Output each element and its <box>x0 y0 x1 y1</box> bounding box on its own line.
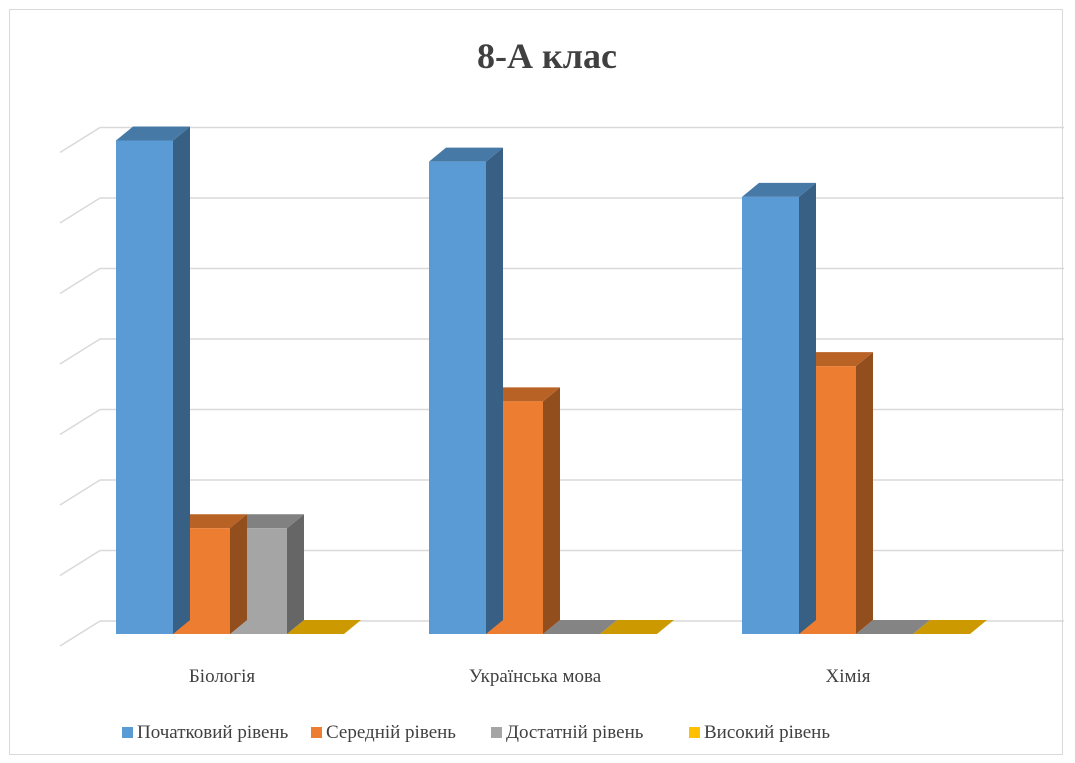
bar-top <box>486 387 560 402</box>
bar-top <box>742 182 816 197</box>
legend-item: Високий рівень <box>689 722 830 743</box>
bar <box>913 620 987 634</box>
bar-chart-3d: 8-А клас Біологія Українська мова Хімія По… <box>59 36 1064 743</box>
gridline-foot <box>59 197 101 224</box>
bar-side <box>486 147 503 634</box>
bar-front <box>742 196 799 634</box>
bar <box>600 620 674 634</box>
bar-top <box>856 620 930 634</box>
bar-top <box>230 514 304 529</box>
category-label: Українська мова <box>469 666 602 687</box>
bar <box>116 126 190 634</box>
legend-label: Високий рівень <box>704 722 830 743</box>
legend-item: Достатній рівень <box>491 722 644 743</box>
bar-front <box>116 140 173 634</box>
bar <box>429 147 503 634</box>
legend-item: Середній рівень <box>311 722 456 743</box>
bar <box>543 620 617 634</box>
bar-top <box>173 514 247 529</box>
legend: Початковий рівень Середній рівень Достатні… <box>122 722 830 743</box>
bar-side <box>230 514 247 634</box>
bar-side <box>799 182 816 634</box>
bar <box>287 620 361 634</box>
gridline-foot <box>59 620 101 647</box>
bar-front <box>429 161 486 634</box>
bar-side <box>173 126 190 634</box>
legend-label: Початковий рівень <box>137 722 289 743</box>
bar <box>856 620 930 634</box>
bar-top <box>429 147 503 162</box>
legend-label: Середній рівень <box>326 722 456 743</box>
bars-layer <box>116 126 987 634</box>
legend-item: Початковий рівень <box>122 722 289 743</box>
gridline-foot <box>59 267 101 295</box>
category-label: Хімія <box>825 666 870 687</box>
bar-top <box>543 620 617 634</box>
bar-top <box>600 620 674 634</box>
legend-swatch <box>689 727 700 738</box>
gridline-foot <box>59 549 101 577</box>
bar-top <box>287 620 361 634</box>
chart-frame: 8-А клас Біологія Українська мова Хімія По… <box>9 9 1064 755</box>
legend-swatch <box>311 727 322 738</box>
gridline-foot <box>59 338 101 365</box>
bar-top <box>799 352 873 367</box>
gridline-foot <box>59 479 101 506</box>
legend-swatch <box>122 727 133 738</box>
bar-side <box>543 387 560 634</box>
bar-side <box>287 514 304 634</box>
legend-label: Достатній рівень <box>506 722 644 743</box>
bar <box>742 182 816 634</box>
category-labels: Біологія Українська мова Хімія <box>189 666 871 687</box>
legend-swatch <box>491 727 502 738</box>
bar-top <box>913 620 987 634</box>
chart-title: 8-А клас <box>477 36 617 76</box>
bar-side <box>856 352 873 634</box>
gridline-foot <box>59 126 101 154</box>
bar-top <box>116 126 190 141</box>
gridline-foot <box>59 408 101 436</box>
category-label: Біологія <box>189 666 255 687</box>
